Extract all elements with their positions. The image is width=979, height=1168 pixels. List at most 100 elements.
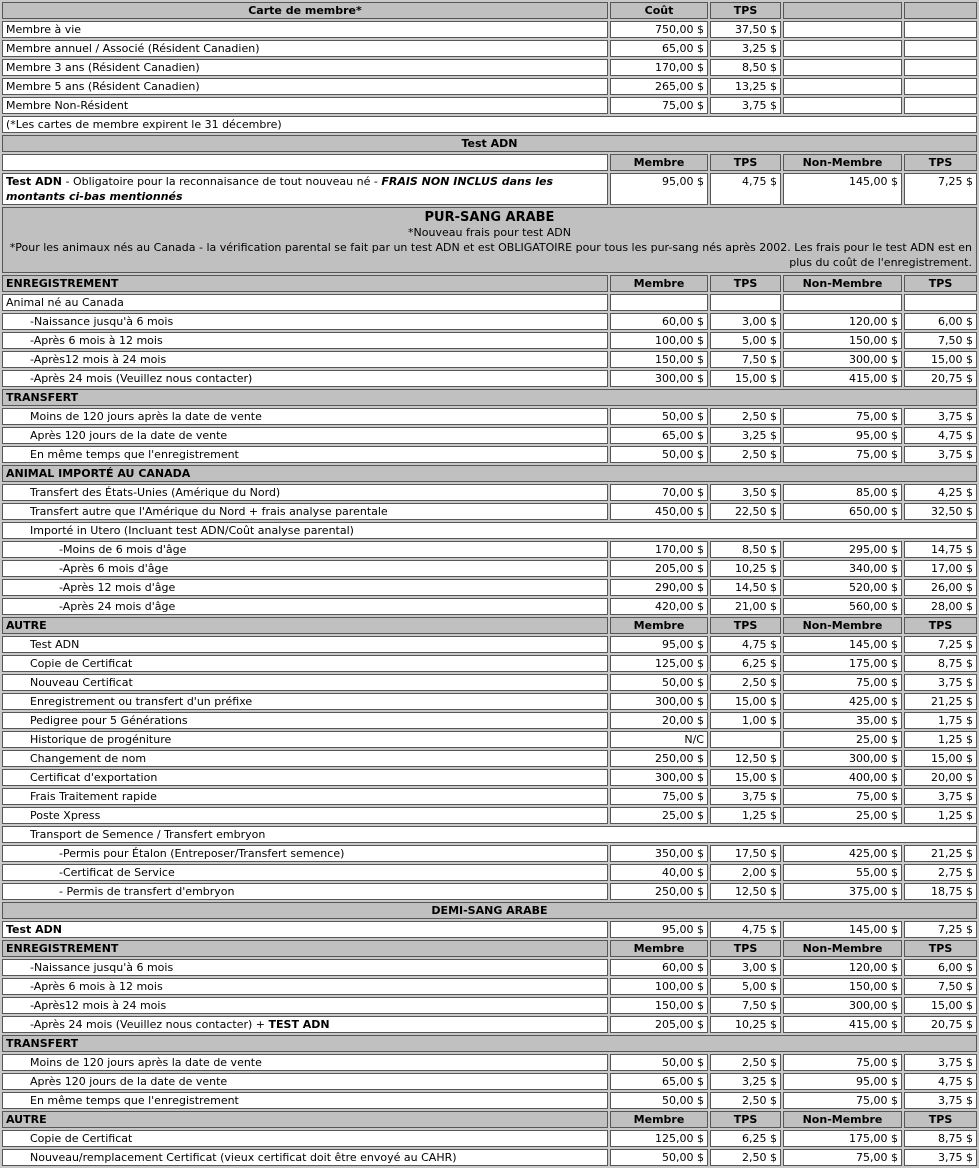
section-row: Carte de membre* Coût TPS: [2, 2, 977, 19]
cell-non-membre: 175,00 $: [783, 655, 902, 672]
cell-tps-2: 1,25 $: [904, 731, 977, 748]
cell-tps: 3,50 $: [710, 484, 781, 501]
cell-tps-2: 20,00 $: [904, 769, 977, 786]
cell-tps-2: 15,00 $: [904, 351, 977, 368]
row-label: En même temps que l'enregistrement: [2, 446, 608, 463]
cell-tps-2: [904, 21, 977, 38]
cell-tps-2: [904, 294, 977, 311]
note-line: PUR-SANG ARABE: [424, 210, 555, 225]
table-row: -Moins de 6 mois d'âge 170,00 $8,50 $295,…: [2, 541, 977, 558]
cell-membre: 50,00 $: [610, 1092, 708, 1109]
label-part: Test ADN: [6, 175, 62, 188]
note-line: *Pour les animaux nés au Canada - la vér…: [9, 241, 972, 269]
table-row: Membre 5 ans (Résident Canadien) 265,00 $…: [2, 78, 977, 95]
row-label: Transport de Semence / Transfert embryon: [2, 826, 977, 843]
table-row: -Après 6 mois d'âge 205,00 $10,25 $340,00…: [2, 560, 977, 577]
row-label: Membre annuel / Associé (Résident Canadi…: [2, 40, 608, 57]
section-row: (*Les cartes de membre expirent le 31 dé…: [2, 116, 977, 133]
cell-membre: 60,00 $: [610, 313, 708, 330]
col-header-non-membre: Non-Membre: [783, 940, 902, 957]
cell-membre: 50,00 $: [610, 674, 708, 691]
section-label: [2, 154, 608, 171]
cell-tps: 8,50 $: [710, 541, 781, 558]
cell-membre: 750,00 $: [610, 21, 708, 38]
row-label: Importé in Utero (Incluant test ADN/Coût…: [2, 522, 977, 539]
cell-membre: 100,00 $: [610, 332, 708, 349]
cell-tps-2: 18,75 $: [904, 883, 977, 900]
section-row: TRANSFERT: [2, 389, 977, 406]
col-header-non-membre: Non-Membre: [783, 617, 902, 634]
cell-tps: 3,25 $: [710, 1073, 781, 1090]
cell-tps-2: [904, 97, 977, 114]
note-line: *Nouveau frais pour test ADN: [408, 226, 571, 239]
cell-non-membre: 300,00 $: [783, 997, 902, 1014]
cell-tps-2: 7,25 $: [904, 921, 977, 938]
cell-membre: 50,00 $: [610, 446, 708, 463]
section-row: DEMI-SANG ARABE: [2, 902, 977, 919]
cell-tps-2: 7,50 $: [904, 978, 977, 995]
row-label: Test ADN - Obligatoire pour la reconnais…: [2, 173, 608, 205]
row-label: - Permis de transfert d'embryon: [2, 883, 608, 900]
row-label: -Après12 mois à 24 mois: [2, 997, 608, 1014]
row-label: Membre 3 ans (Résident Canadien): [2, 59, 608, 76]
cell-membre: 300,00 $: [610, 370, 708, 387]
cell-membre: 50,00 $: [610, 1149, 708, 1166]
table-row: -Après 24 mois (Veuillez nous contacter)…: [2, 370, 977, 387]
table-row: Moins de 120 jours après la date de vent…: [2, 1054, 977, 1071]
cell-tps: 3,75 $: [710, 97, 781, 114]
cell-non-membre: 650,00 $: [783, 503, 902, 520]
cell-non-membre: 415,00 $: [783, 1016, 902, 1033]
cell-non-membre: 75,00 $: [783, 446, 902, 463]
row-label: -Naissance jusqu'à 6 mois: [2, 313, 608, 330]
col-header-non-membre: [783, 2, 902, 19]
cell-tps-2: 3,75 $: [904, 408, 977, 425]
cell-tps: 15,00 $: [710, 693, 781, 710]
cell-membre: 170,00 $: [610, 59, 708, 76]
cell-tps: 2,50 $: [710, 1149, 781, 1166]
cell-membre: 205,00 $: [610, 560, 708, 577]
cell-membre: 20,00 $: [610, 712, 708, 729]
row-label: Membre à vie: [2, 21, 608, 38]
col-header-tps-2: TPS: [904, 1111, 977, 1128]
cell-non-membre: 560,00 $: [783, 598, 902, 615]
row-label: Moins de 120 jours après la date de vent…: [2, 1054, 608, 1071]
table-row: -Après 24 mois d'âge 420,00 $21,00 $560,0…: [2, 598, 977, 615]
cell-membre: 250,00 $: [610, 750, 708, 767]
cell-tps-2: 8,75 $: [904, 655, 977, 672]
cell-tps-2: 4,25 $: [904, 484, 977, 501]
cell-non-membre: 145,00 $: [783, 173, 902, 205]
cell-tps-2: 3,75 $: [904, 1092, 977, 1109]
cell-non-membre: 75,00 $: [783, 408, 902, 425]
cell-membre: 95,00 $: [610, 636, 708, 653]
cell-non-membre: 25,00 $: [783, 731, 902, 748]
cell-tps-2: 32,50 $: [904, 503, 977, 520]
cell-non-membre: 75,00 $: [783, 674, 902, 691]
cell-membre: 65,00 $: [610, 1073, 708, 1090]
cell-tps: 7,50 $: [710, 351, 781, 368]
table-row: -Certificat de Service 40,00 $2,00 $55,00…: [2, 864, 977, 881]
row-label: Animal né au Canada: [2, 294, 608, 311]
row-label: Nouveau/remplacement Certificat (vieux c…: [2, 1149, 608, 1166]
cell-tps-2: 4,75 $: [904, 427, 977, 444]
cell-tps: 2,50 $: [710, 674, 781, 691]
cell-tps-2: [904, 40, 977, 57]
col-header-non-membre: Non-Membre: [783, 154, 902, 171]
cell-non-membre: 300,00 $: [783, 351, 902, 368]
cell-non-membre: 120,00 $: [783, 959, 902, 976]
row-label: Certificat d'exportation: [2, 769, 608, 786]
table-row: Membre à vie 750,00 $37,50 $: [2, 21, 977, 38]
cell-non-membre: 415,00 $: [783, 370, 902, 387]
cell-tps: 15,00 $: [710, 370, 781, 387]
table-row: Copie de Certificat 125,00 $6,25 $175,00 …: [2, 1130, 977, 1147]
cell-tps: 3,00 $: [710, 959, 781, 976]
cell-tps: 2,00 $: [710, 864, 781, 881]
table-row: -Naissance jusqu'à 6 mois 60,00 $3,00 $12…: [2, 959, 977, 976]
cell-tps-2: 7,50 $: [904, 332, 977, 349]
cell-tps: 10,25 $: [710, 560, 781, 577]
col-header-tps: TPS: [710, 940, 781, 957]
cell-tps: 2,50 $: [710, 1054, 781, 1071]
cell-non-membre: 95,00 $: [783, 1073, 902, 1090]
col-header-tps: TPS: [710, 1111, 781, 1128]
cell-non-membre: 25,00 $: [783, 807, 902, 824]
cell-membre: 150,00 $: [610, 997, 708, 1014]
